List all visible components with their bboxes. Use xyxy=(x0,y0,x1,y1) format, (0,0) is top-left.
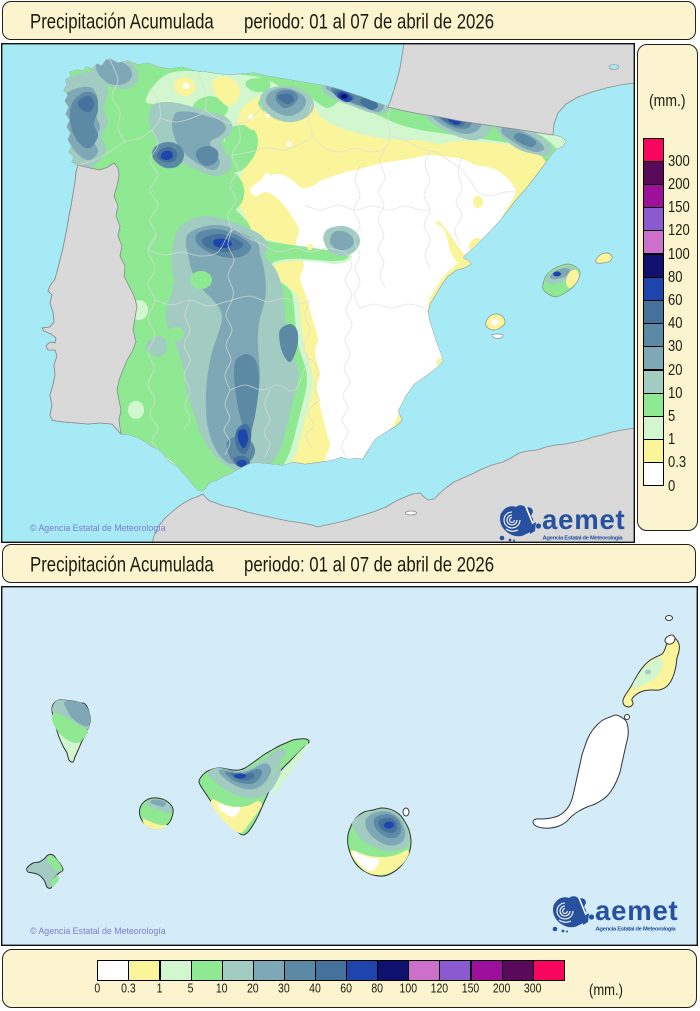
svg-text:Agencia Estatal de Meteorologí: Agencia Estatal de Meteorología xyxy=(543,536,624,542)
svg-text:aemet: aemet xyxy=(595,895,679,926)
svg-text:aemet: aemet xyxy=(542,504,626,535)
svg-text:Agencia Estatal de Meteorologí: Agencia Estatal de Meteorología xyxy=(596,927,677,933)
